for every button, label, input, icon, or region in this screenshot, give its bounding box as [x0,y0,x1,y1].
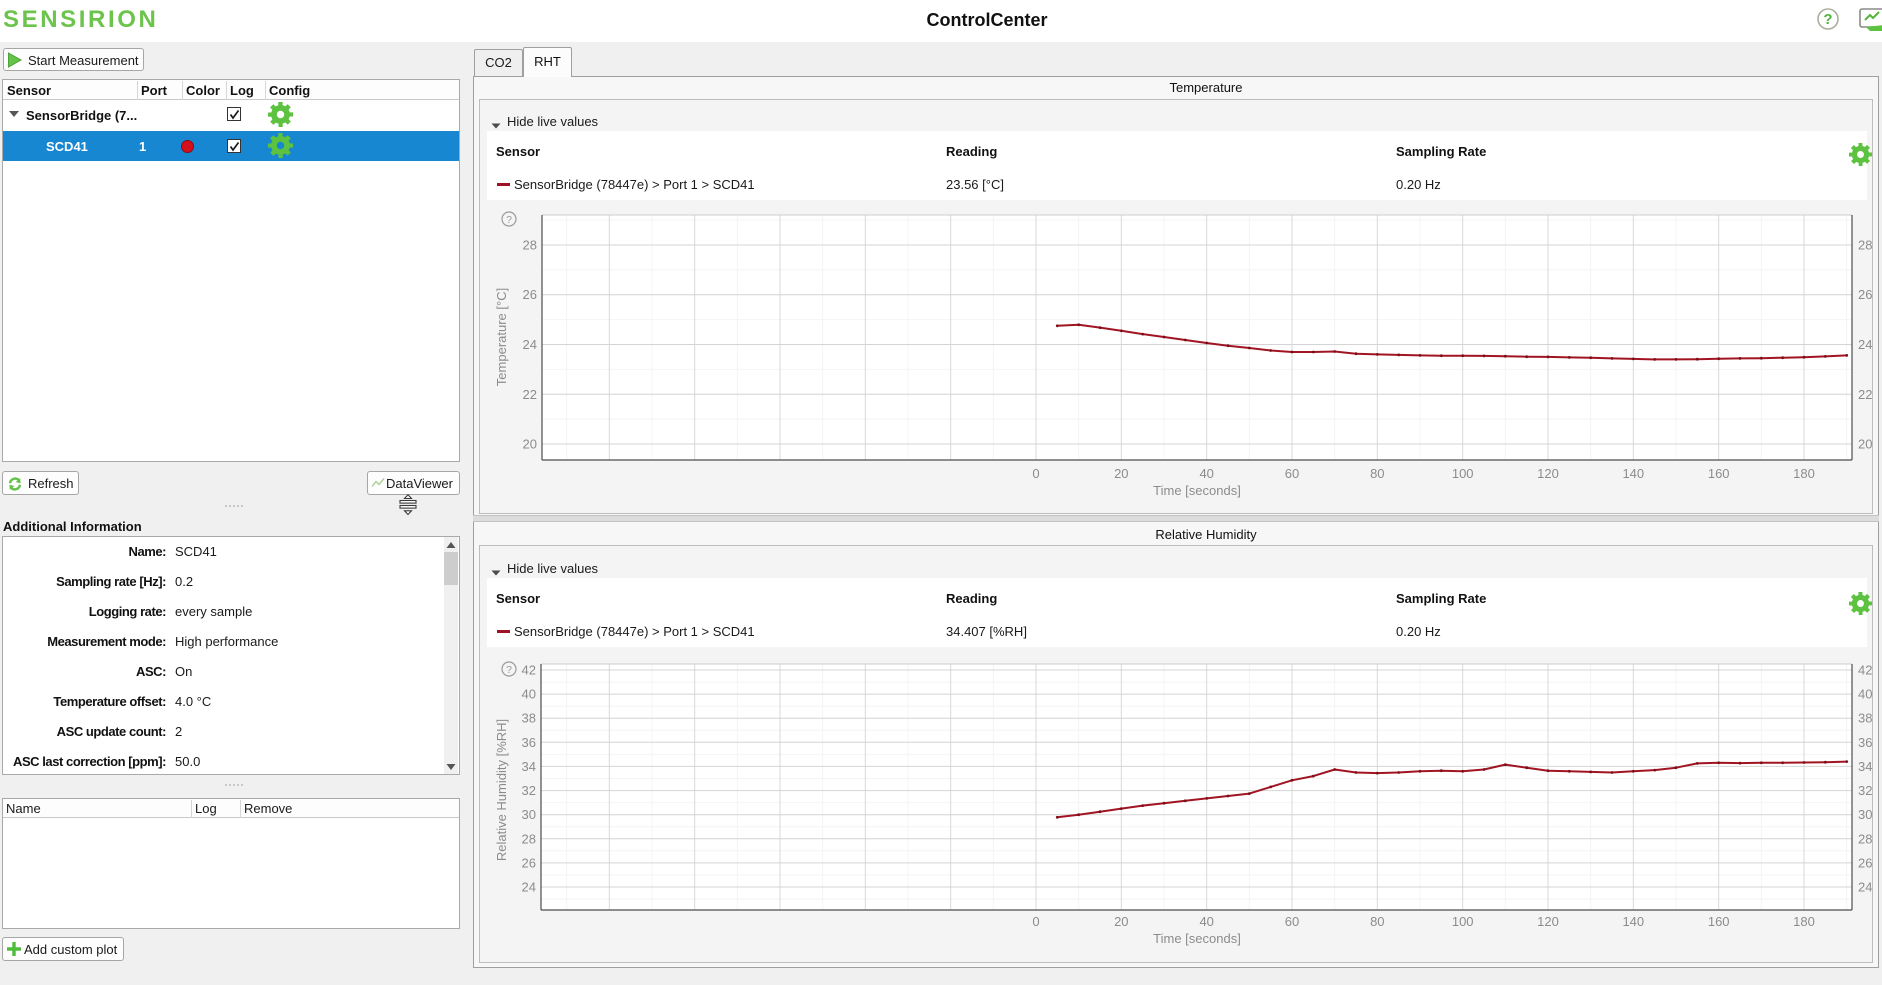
svg-text:22: 22 [523,387,537,402]
svg-text:20: 20 [1114,914,1128,929]
svg-text:160: 160 [1708,914,1730,929]
svg-text:100: 100 [1452,466,1474,481]
svg-text:100: 100 [1452,914,1474,929]
svg-text:26: 26 [1858,855,1872,870]
svg-text:26: 26 [522,855,536,870]
svg-text:0: 0 [1032,914,1039,929]
svg-text:38: 38 [1858,711,1872,726]
svg-text:34: 34 [522,759,536,774]
svg-text:Time [seconds]: Time [seconds] [1153,931,1241,946]
svg-text:28: 28 [523,238,537,253]
svg-text:38: 38 [522,711,536,726]
svg-text:32: 32 [522,783,536,798]
svg-text:140: 140 [1622,466,1644,481]
svg-text:180: 180 [1793,466,1815,481]
svg-text:34: 34 [1858,759,1872,774]
svg-text:40: 40 [522,687,536,702]
svg-text:60: 60 [1285,466,1299,481]
svg-text:20: 20 [523,437,537,452]
svg-text:26: 26 [1858,287,1872,302]
svg-text:180: 180 [1793,914,1815,929]
svg-text:Time [seconds]: Time [seconds] [1153,483,1241,498]
svg-text:40: 40 [1199,914,1213,929]
svg-text:160: 160 [1708,466,1730,481]
svg-text:36: 36 [1858,735,1872,750]
svg-text:20: 20 [1858,437,1872,452]
svg-text:40: 40 [1199,466,1213,481]
svg-text:Temperature [°C]: Temperature [°C] [494,288,509,386]
svg-text:40: 40 [1858,687,1872,702]
svg-text:140: 140 [1622,914,1644,929]
svg-text:0: 0 [1032,466,1039,481]
svg-text:80: 80 [1370,466,1384,481]
svg-text:28: 28 [1858,831,1872,846]
svg-text:Relative Humidity [%RH]: Relative Humidity [%RH] [494,719,509,861]
svg-text:42: 42 [522,663,536,678]
svg-text:28: 28 [1858,238,1872,253]
svg-text:24: 24 [522,880,536,895]
svg-text:24: 24 [523,337,537,352]
svg-text:30: 30 [522,807,536,822]
svg-text:?: ? [506,664,512,676]
svg-text:120: 120 [1537,466,1559,481]
svg-text:120: 120 [1537,914,1559,929]
svg-text:?: ? [506,214,512,226]
svg-text:24: 24 [1858,337,1872,352]
svg-text:30: 30 [1858,807,1872,822]
svg-text:80: 80 [1370,914,1384,929]
svg-text:22: 22 [1858,387,1872,402]
svg-text:32: 32 [1858,783,1872,798]
svg-text:36: 36 [522,735,536,750]
svg-text:26: 26 [523,287,537,302]
svg-text:60: 60 [1285,914,1299,929]
svg-text:24: 24 [1858,880,1872,895]
svg-text:20: 20 [1114,466,1128,481]
svg-text:28: 28 [522,831,536,846]
svg-text:?: ? [1823,11,1832,28]
svg-text:42: 42 [1858,663,1872,678]
